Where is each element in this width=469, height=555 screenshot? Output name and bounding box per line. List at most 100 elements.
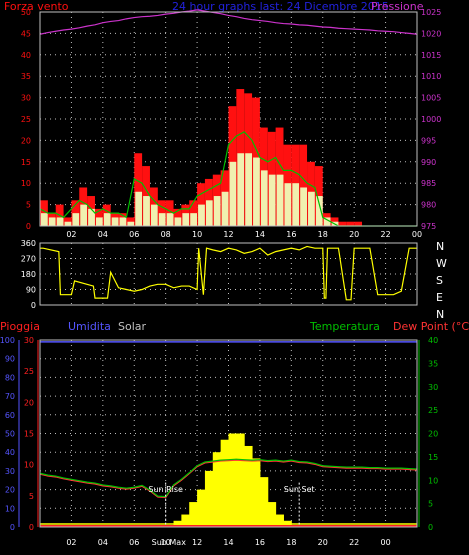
wind-ytick-25: 25 bbox=[21, 115, 31, 124]
compass-n-top: N bbox=[436, 240, 444, 253]
dir-ytick-0: 0 bbox=[31, 301, 36, 310]
temp-ytick-5: 5 bbox=[428, 500, 433, 509]
solar-bar bbox=[181, 514, 190, 527]
solar-bar bbox=[275, 514, 284, 527]
dir-ytick-90: 90 bbox=[26, 286, 36, 295]
wind-avg-bar bbox=[56, 217, 64, 226]
humidity-ytick-30: 30 bbox=[5, 467, 15, 476]
wind-avg-bar bbox=[292, 183, 300, 226]
wind-avg-bar bbox=[72, 213, 80, 226]
wind-avg-bar bbox=[300, 187, 308, 226]
wind-avg-bar bbox=[111, 217, 119, 226]
humidity-label: Umidita bbox=[68, 320, 111, 333]
wind-ytick-20: 20 bbox=[21, 136, 31, 145]
pressure-ytick-1000: 1000 bbox=[421, 115, 441, 124]
wind-ytick-15: 15 bbox=[21, 158, 31, 167]
temp-ytick-25: 25 bbox=[428, 406, 438, 415]
wind-avg-bar bbox=[198, 204, 205, 226]
wind-avg-bar bbox=[284, 183, 292, 226]
humidity-ytick-90: 90 bbox=[5, 355, 15, 364]
solar-bar bbox=[212, 452, 222, 527]
wind-ytick-30: 30 bbox=[21, 94, 31, 103]
wind-ytick-0: 0 bbox=[26, 222, 31, 231]
wind-avg-bar bbox=[237, 153, 245, 226]
wind-avg-bar bbox=[245, 153, 253, 226]
sun-set-label: Sun Set bbox=[284, 485, 315, 494]
pressure-ytick-990: 990 bbox=[421, 158, 436, 167]
humidity-ytick-60: 60 bbox=[5, 411, 15, 420]
low-xtick-16: 16 bbox=[255, 538, 265, 547]
solar-bar bbox=[220, 439, 229, 527]
humidity-ytick-80: 80 bbox=[5, 373, 15, 382]
pressure-line bbox=[39, 9, 418, 35]
mid-frame bbox=[39, 242, 418, 306]
wind-avg-bar bbox=[166, 213, 174, 226]
low-xtick-00: 00 bbox=[380, 538, 390, 547]
humidity-ytick-40: 40 bbox=[5, 448, 15, 457]
wind-avg-bar bbox=[119, 217, 127, 226]
temperature-humidity-panel: 0102030405060708090100051015202530051015… bbox=[0, 336, 438, 547]
low-xtick-10: 10 bbox=[161, 538, 171, 547]
pressure-ytick-1005: 1005 bbox=[421, 94, 441, 103]
wind-avg-bar bbox=[88, 208, 95, 226]
wind-ytick-5: 5 bbox=[26, 201, 31, 210]
low-xtick-12: 12 bbox=[192, 538, 202, 547]
chart-title: 24 hour graphs last: 24 Dicembre 2015 bbox=[172, 0, 389, 13]
wind-avg-bar bbox=[268, 174, 276, 226]
rain-label: Pioggia bbox=[0, 320, 40, 333]
wind-avg-bar bbox=[182, 213, 190, 226]
top-xtick-06: 06 bbox=[129, 230, 139, 239]
wind-avg-bar bbox=[323, 217, 331, 226]
pressure-ytick-1025: 1025 bbox=[421, 8, 441, 17]
wind-avg-bar bbox=[80, 204, 88, 226]
wind-direction-panel: 0 90 180 270 360 bbox=[21, 239, 418, 310]
solar-bar bbox=[228, 433, 237, 527]
wind-avg-bar bbox=[315, 196, 323, 226]
temp-ytick-20: 20 bbox=[428, 430, 438, 439]
pressure-ytick-1015: 1015 bbox=[421, 51, 441, 60]
wind-gust-bar bbox=[134, 153, 143, 226]
top-xtick-04: 04 bbox=[98, 230, 108, 239]
temp-ytick-0: 0 bbox=[428, 523, 433, 532]
direction-line bbox=[40, 245, 417, 301]
sun-max-label: Sun Max bbox=[152, 538, 187, 547]
rain-ytick-25: 25 bbox=[24, 367, 34, 376]
pressure-ytick-995: 995 bbox=[421, 136, 436, 145]
wind-avg-bar bbox=[260, 170, 268, 226]
wind-avg-bar bbox=[143, 196, 150, 226]
compass-w: W bbox=[436, 257, 447, 270]
humidity-ytick-20: 20 bbox=[5, 486, 15, 495]
pressure-ytick-1020: 1020 bbox=[421, 29, 441, 38]
pressure-ytick-1010: 1010 bbox=[421, 72, 441, 81]
humidity-ytick-100: 100 bbox=[0, 336, 15, 345]
wind-avg-bar bbox=[48, 217, 56, 226]
top-xtick-14: 14 bbox=[255, 230, 265, 239]
top-xtick-18: 18 bbox=[318, 230, 328, 239]
top-xtick-00: 00 bbox=[412, 230, 422, 239]
wind-avg-bar bbox=[229, 161, 237, 226]
wind-avg-bar bbox=[95, 217, 103, 226]
solar-bar bbox=[197, 489, 206, 527]
low-xtick-06: 06 bbox=[129, 538, 139, 547]
wind-avg-bar bbox=[276, 174, 284, 226]
wind-avg-bar bbox=[221, 191, 229, 226]
solar-bar bbox=[252, 458, 261, 527]
wind-avg-bar bbox=[135, 191, 143, 226]
wind-avg-bar bbox=[205, 200, 213, 226]
temp-ytick-40: 40 bbox=[428, 336, 438, 345]
solar-bar bbox=[204, 470, 214, 527]
wind-avg-bar bbox=[190, 213, 198, 226]
rain-ytick-5: 5 bbox=[29, 492, 34, 501]
pressure-ytick-975: 975 bbox=[421, 222, 436, 231]
solar-label: Solar bbox=[118, 320, 147, 333]
pressure-label: Pressione bbox=[371, 0, 424, 13]
solar-bar bbox=[259, 477, 269, 527]
low-xtick-14: 14 bbox=[223, 538, 233, 547]
solar-bar bbox=[244, 445, 253, 527]
wind-avg-bar bbox=[158, 213, 166, 226]
top-xtick-08: 08 bbox=[161, 230, 171, 239]
dir-ytick-360: 360 bbox=[21, 239, 36, 248]
wind-avg-bar bbox=[174, 217, 182, 226]
